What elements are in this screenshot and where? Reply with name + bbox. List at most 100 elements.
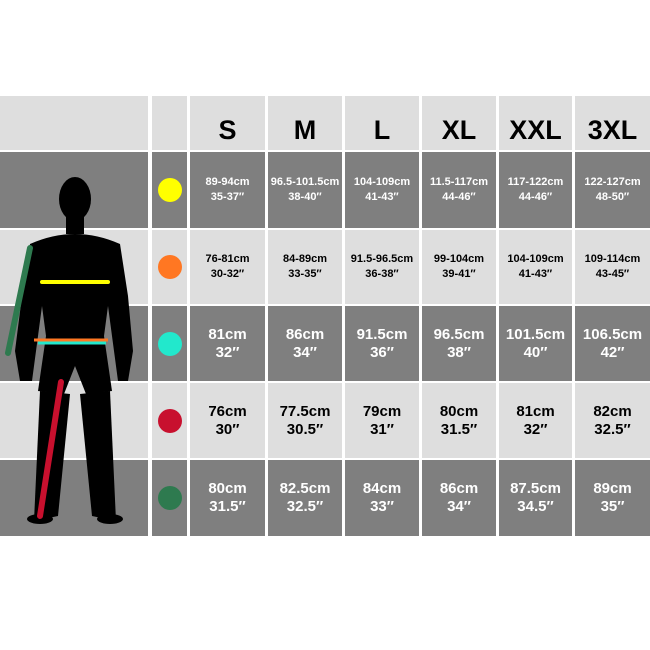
cm-value: 86cm <box>439 480 479 497</box>
cm-value: 89-94cm <box>205 176 250 188</box>
measurement-cell: 99-104cm 39-41″ <box>422 230 496 304</box>
inch-value: 32″ <box>215 343 240 361</box>
measurement-cell: 104-109cm 41-43″ <box>499 230 572 304</box>
inch-value: 36-38″ <box>365 268 399 280</box>
measure-icon-cell <box>152 230 187 304</box>
header-figure-cell <box>0 96 148 150</box>
measurement-cell: 84cm 33″ <box>345 460 419 536</box>
sleeve-measure-line <box>5 245 33 356</box>
figure-row-background <box>0 383 148 458</box>
inch-value: 30.5″ <box>286 420 324 438</box>
cm-value: 76cm <box>208 402 247 420</box>
measurement-cell: 87.5cm 34.5″ <box>499 460 572 536</box>
measurement-cell: 106.5cm 42″ <box>575 306 650 381</box>
cm-value: 104-109cm <box>353 176 411 188</box>
chest-dot-icon <box>157 178 182 202</box>
inch-value: 34″ <box>293 343 317 361</box>
cm-value: 77.5cm <box>279 402 331 420</box>
measurement-cell: 96.5cm 38″ <box>422 306 496 381</box>
inch-value: 35″ <box>600 498 625 515</box>
inch-value: 48-50″ <box>595 191 630 203</box>
cm-value: 99-104cm <box>433 253 485 265</box>
measurement-cell: 79cm 31″ <box>345 383 419 458</box>
cm-value: 106.5cm <box>582 325 643 343</box>
measurement-cell: 76cm 30″ <box>190 383 265 458</box>
measurement-cell: 89-94cm 35-37″ <box>190 152 265 228</box>
cm-value: 79cm <box>362 402 402 420</box>
inch-value: 33-35″ <box>288 268 322 280</box>
size-header-3XL: 3XL <box>575 96 650 150</box>
size-label: 3XL <box>587 114 638 145</box>
cm-value: 96.5-101.5cm <box>270 176 340 188</box>
inch-value: 42″ <box>600 343 625 361</box>
body-silhouette-figure <box>5 177 133 524</box>
measurement-cell: 80cm 31.5″ <box>422 383 496 458</box>
measure-icon-cell <box>152 152 187 228</box>
inseam-measure-line <box>37 379 64 519</box>
measurement-cell: 109-114cm 43-45″ <box>575 230 650 304</box>
inch-value: 34.5″ <box>517 498 554 515</box>
measurement-cell: 104-109cm 41-43″ <box>345 152 419 228</box>
inch-value: 41-43″ <box>365 191 399 203</box>
size-label: L <box>373 114 391 145</box>
cm-value: 80cm <box>208 480 247 497</box>
size-header-XXL: XXL <box>499 96 572 150</box>
cm-value: 91.5-96.5cm <box>350 253 414 265</box>
size-label: S <box>218 114 237 145</box>
size-header-XL: XL <box>422 96 496 150</box>
cm-value: 81cm <box>208 325 247 343</box>
inch-value: 43-45″ <box>595 268 630 280</box>
cm-value: 109-114cm <box>584 253 641 265</box>
hip-dot-icon <box>157 331 182 356</box>
measurement-cell: 117-122cm 44-46″ <box>499 152 572 228</box>
inch-value: 31.5″ <box>209 498 246 515</box>
cm-value: 91.5cm <box>356 325 408 343</box>
size-header-M: M <box>268 96 342 150</box>
measurement-cell: 11.5-117cm 44-46″ <box>422 152 496 228</box>
size-label: XL <box>441 114 477 145</box>
inch-value: 40″ <box>523 343 548 361</box>
measurement-cell: 76-81cm 30-32″ <box>190 230 265 304</box>
cm-value: 84cm <box>362 480 402 497</box>
waist-arrow-dot-icon <box>157 255 182 279</box>
size-header-S: S <box>190 96 265 150</box>
header-icon-cell <box>152 96 187 150</box>
cm-value: 84-89cm <box>282 253 328 265</box>
cm-value: 117-122cm <box>507 176 564 188</box>
cm-value: 87.5cm <box>510 480 561 497</box>
size-label: XXL <box>509 114 562 145</box>
cm-value: 80cm <box>439 402 479 420</box>
measurement-cell: 81cm 32″ <box>499 383 572 458</box>
silhouette-icon <box>15 177 133 524</box>
inch-value: 31.5″ <box>440 420 478 438</box>
measurement-cell: 77.5cm 30.5″ <box>268 383 342 458</box>
inch-value: 32.5″ <box>286 498 324 515</box>
measurement-cell: 86cm 34″ <box>268 306 342 381</box>
inch-value: 30-32″ <box>210 268 245 280</box>
inch-value: 35-37″ <box>210 191 245 203</box>
measurement-cell: 101.5cm 40″ <box>499 306 572 381</box>
cm-value: 101.5cm <box>505 325 566 343</box>
inch-value: 30″ <box>215 420 240 438</box>
inch-value: 34″ <box>447 498 471 515</box>
inch-value: 44-46″ <box>442 191 476 203</box>
inch-value: 32″ <box>523 420 548 438</box>
measure-icon-cell <box>152 460 187 536</box>
measurement-cell: 82cm 32.5″ <box>575 383 650 458</box>
inch-value: 33″ <box>370 498 394 515</box>
inch-value: 32.5″ <box>594 420 631 438</box>
size-label: M <box>293 114 317 145</box>
inch-value: 39-41″ <box>442 268 476 280</box>
cm-value: 122-127cm <box>584 176 641 188</box>
measurement-cell: 91.5-96.5cm 36-38″ <box>345 230 419 304</box>
cm-value: 76-81cm <box>205 253 250 265</box>
measure-icon-cell <box>152 383 187 458</box>
figure-row-background <box>0 460 148 536</box>
size-header-L: L <box>345 96 419 150</box>
measure-icon-cell <box>152 306 187 381</box>
cm-value: 81cm <box>516 402 555 420</box>
inseam-dot-icon <box>157 408 182 433</box>
cm-value: 11.5-117cm <box>429 176 489 188</box>
inch-value: 36″ <box>370 343 394 361</box>
inch-value: 31″ <box>370 420 394 438</box>
